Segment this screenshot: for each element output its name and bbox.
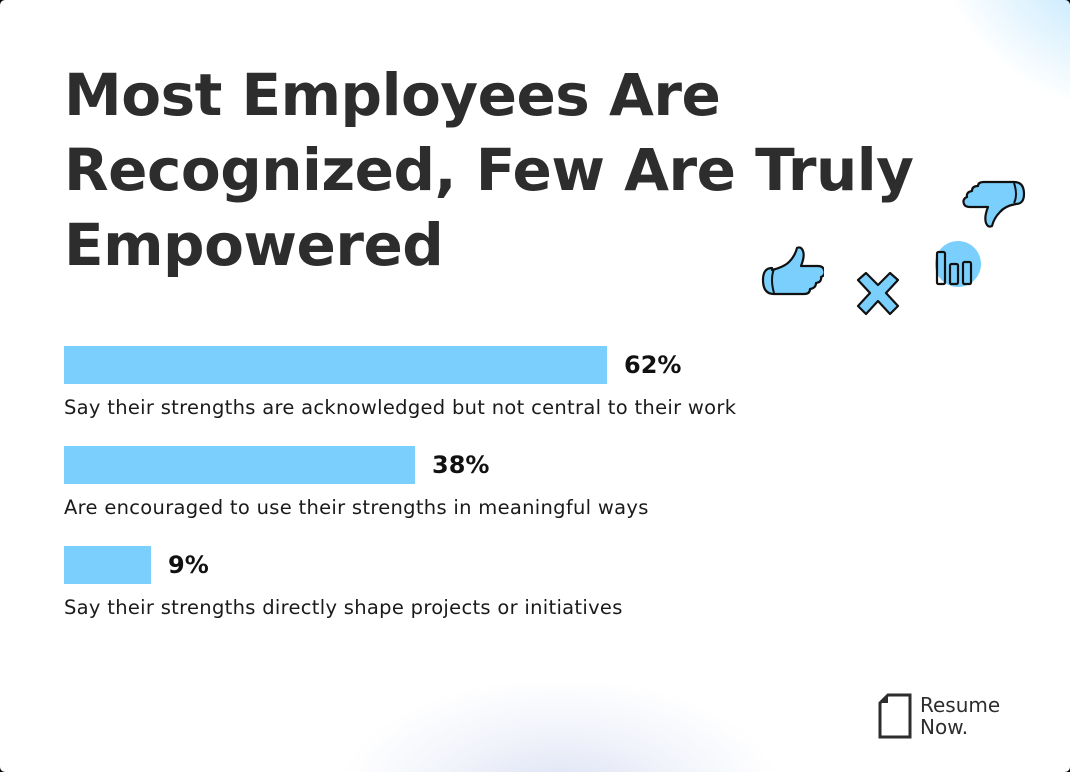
bar-fill bbox=[64, 446, 415, 484]
title-line-2: Recognized, Few Are Truly bbox=[64, 136, 914, 204]
brand-line-1: Resume bbox=[920, 693, 1001, 717]
brand-logo: Resume Now. bbox=[878, 693, 1000, 739]
bar-value: 38% bbox=[432, 451, 490, 479]
title-line-3: Empowered bbox=[64, 211, 444, 279]
bar-fill bbox=[64, 546, 151, 584]
brand-name: Resume Now. bbox=[920, 694, 1000, 738]
bar-label: Are encouraged to use their strengths in… bbox=[64, 496, 649, 519]
bar-chart-icon bbox=[935, 241, 981, 287]
bar-value: 9% bbox=[168, 551, 209, 579]
bar-label: Say their strengths are acknowledged but… bbox=[64, 396, 737, 419]
bar-value: 62% bbox=[624, 351, 682, 379]
thumbs-down-icon bbox=[962, 180, 1026, 228]
brand-line-2: Now. bbox=[920, 715, 969, 739]
chart-title: Most Employees Are Recognized, Few Are T… bbox=[64, 58, 964, 283]
bar-label: Say their strengths directly shape proje… bbox=[64, 596, 623, 619]
bar-fill bbox=[64, 346, 607, 384]
title-line-1: Most Employees Are bbox=[64, 61, 721, 129]
x-mark-icon bbox=[856, 271, 900, 316]
document-icon bbox=[878, 693, 912, 739]
thumbs-up-icon bbox=[761, 246, 824, 296]
bottom-glow bbox=[340, 680, 780, 772]
